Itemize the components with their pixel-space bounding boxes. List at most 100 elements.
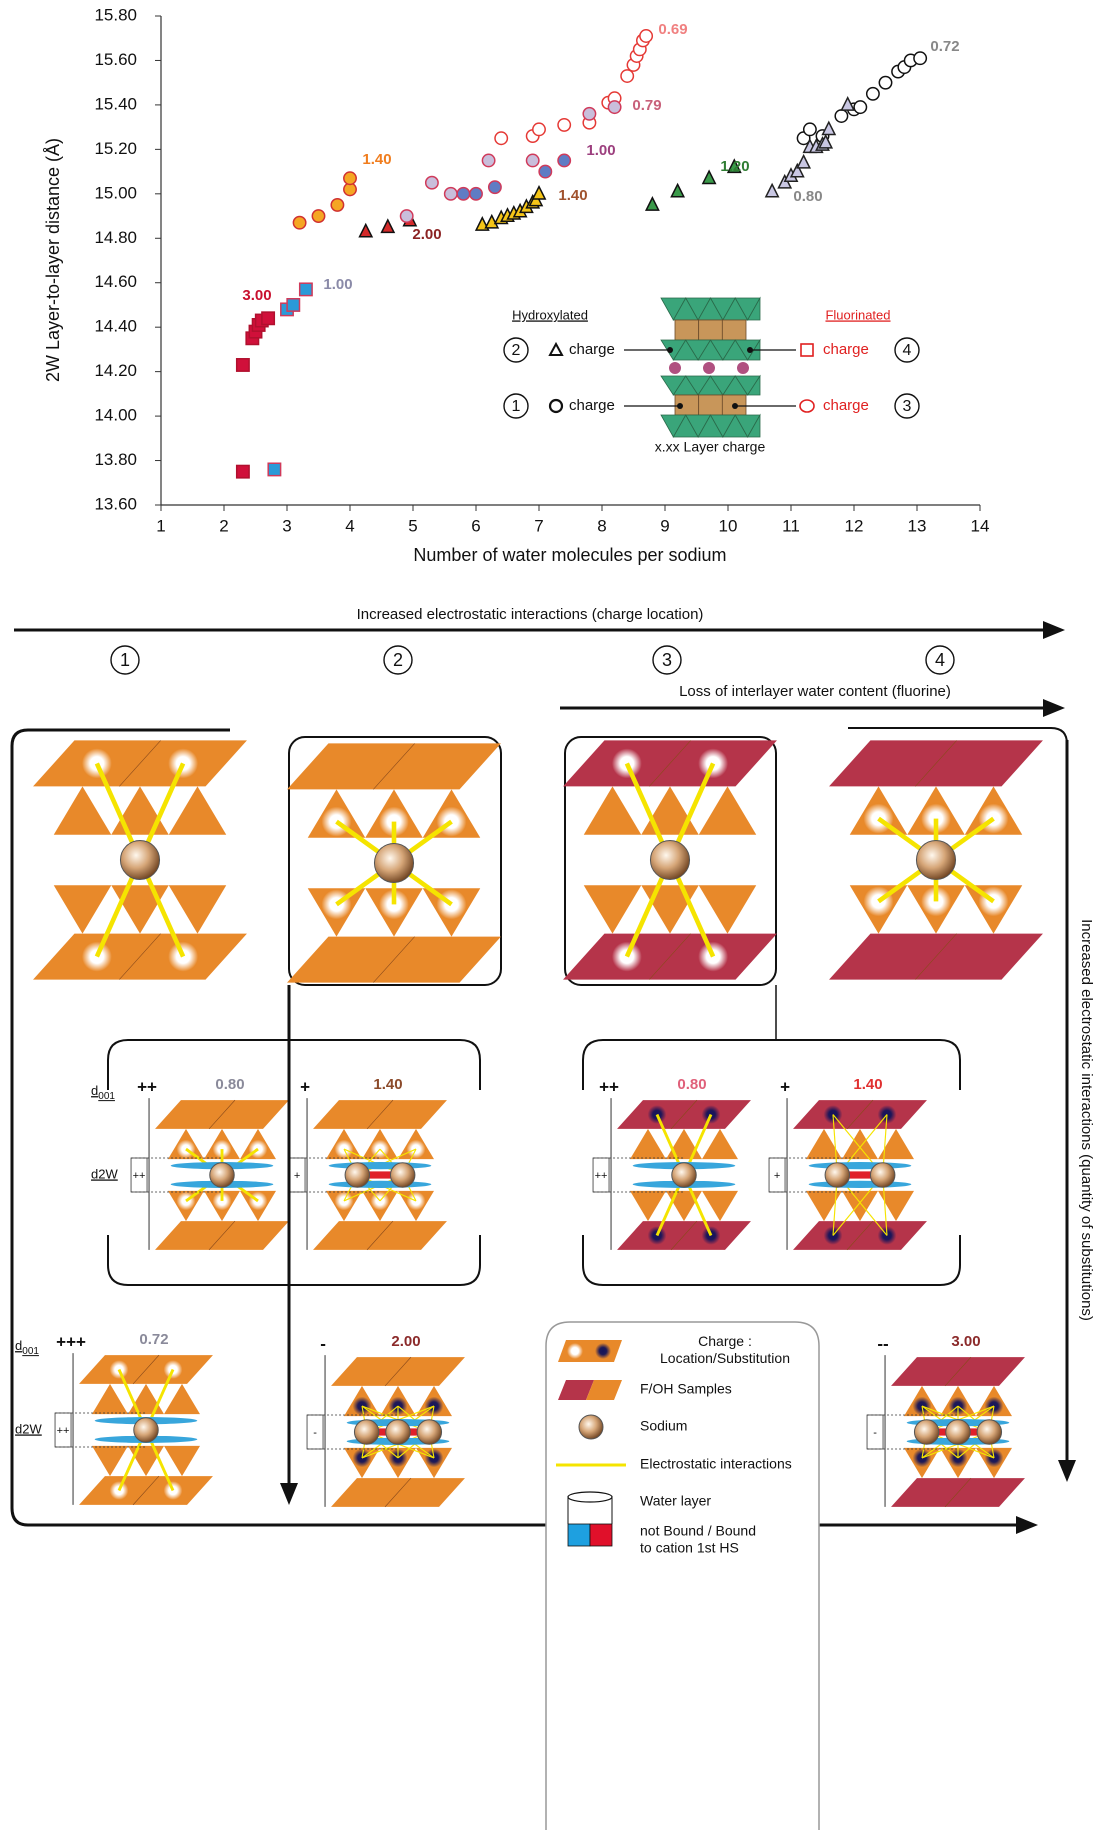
d2w-sign: ++ [595,1170,608,1182]
legend-frame [545,1321,820,1830]
data-point [853,100,868,115]
data-point [330,197,345,212]
y-tick-label: 15.80 [94,5,137,24]
column-number: 1 [120,650,130,670]
layer-charge: 3.00 [951,1333,980,1350]
inset-symbol [548,398,564,414]
bound-water [837,1171,883,1179]
legend-icon [567,1523,591,1547]
series-label: 2.00 [412,226,441,243]
data-point [644,196,660,211]
arrowhead [1043,699,1065,717]
y-tick-label: 15.20 [94,139,137,158]
inset-number-circle [503,337,529,363]
data-point [701,169,717,185]
legend-label: not Bound / Bound [640,1523,756,1539]
x-tick-label: 5 [408,516,417,535]
data-point [764,182,780,198]
panel-frame [564,736,777,986]
y-tick-label: 14.00 [94,406,137,425]
legend-label: F/OH Samples [640,1381,732,1397]
tetrahedron [53,786,112,835]
d2w-bracket [866,1414,884,1450]
arrowhead [1058,1460,1076,1482]
data-point [469,186,483,201]
data-point [424,175,439,190]
inset-tetrahedron [746,374,761,396]
data-point [582,106,597,121]
sodium [344,1162,371,1188]
inset-number: 2 [512,342,521,359]
data-point [531,184,547,200]
tetrahedron [698,885,757,934]
sheet-edge [649,933,691,980]
sheet-edge [366,1220,394,1251]
d2w-sign: - [313,1427,317,1439]
sheet-edge [384,1477,412,1508]
series-label: 0.79 [632,97,661,114]
tetrahedron [583,885,642,934]
x-tick-label: 8 [597,516,606,535]
data-point [311,209,326,223]
data-point [607,100,622,115]
tetrahedron [878,1128,914,1160]
data-point [670,182,686,198]
x-tick-label: 14 [971,516,990,535]
sheet-edge [208,1099,236,1130]
inset-symbol [548,341,564,356]
inset-octahedron [674,319,700,341]
sheet-edge [915,740,957,787]
sheet-edge [132,1475,160,1506]
legend-icon [578,1414,604,1440]
layer-charge: 2.00 [391,1333,420,1350]
x-tick-label: 7 [534,516,543,535]
column-number-circle [110,645,140,675]
y-tick-label: 13.80 [94,450,137,469]
d2w-bracket [768,1157,786,1193]
inset-number: 1 [512,398,521,415]
y-tick-label: 15.60 [94,50,137,69]
layer-charge: 0.80 [215,1076,244,1093]
tetrahedron [583,786,642,835]
tetrahedron [630,1128,666,1160]
legend-label: Location/Substitution [660,1350,790,1366]
tetrahedron [842,1190,878,1222]
data-point [261,311,276,326]
layer-charge: 0.72 [139,1331,168,1348]
d2w-label: d2W [91,1166,118,1181]
x-tick-label: 11 [782,516,800,535]
legend-icon [558,1380,594,1400]
data-point [802,122,817,137]
legend-icon [595,1343,611,1359]
x-tick-label: 1 [156,516,165,535]
x-tick-label: 10 [719,516,738,535]
water-layer [808,1162,912,1170]
middle-arrow-label: Loss of interlayer water content (fluori… [679,683,951,700]
data-point [834,109,849,123]
tetrahedron [164,1383,200,1415]
legend-icon [567,1343,583,1359]
sheet-edge [373,936,415,983]
inset-number-circle [894,337,920,363]
column-number: 4 [935,650,945,670]
y-tick-label: 14.40 [94,317,137,336]
layer-charge: 0.80 [677,1076,706,1093]
tetrahedron [702,1128,738,1160]
inset-charge: charge [569,397,615,414]
tetrahedron [92,1445,128,1477]
sodium [385,1419,411,1445]
d001-letter: d [91,1084,98,1099]
d2w-sign: ++ [57,1425,70,1437]
data-point [267,462,282,477]
bound-water [357,1171,403,1179]
data-point [557,153,572,168]
y-tick-label: 14.80 [94,228,137,247]
data-point [286,298,301,312]
d2w-label: d2W [15,1421,42,1436]
x-tick-label: 13 [908,516,927,535]
sodium [209,1162,235,1188]
data-point [865,86,880,101]
series-label: 0.72 [930,38,959,55]
sheet-edge [915,933,957,980]
